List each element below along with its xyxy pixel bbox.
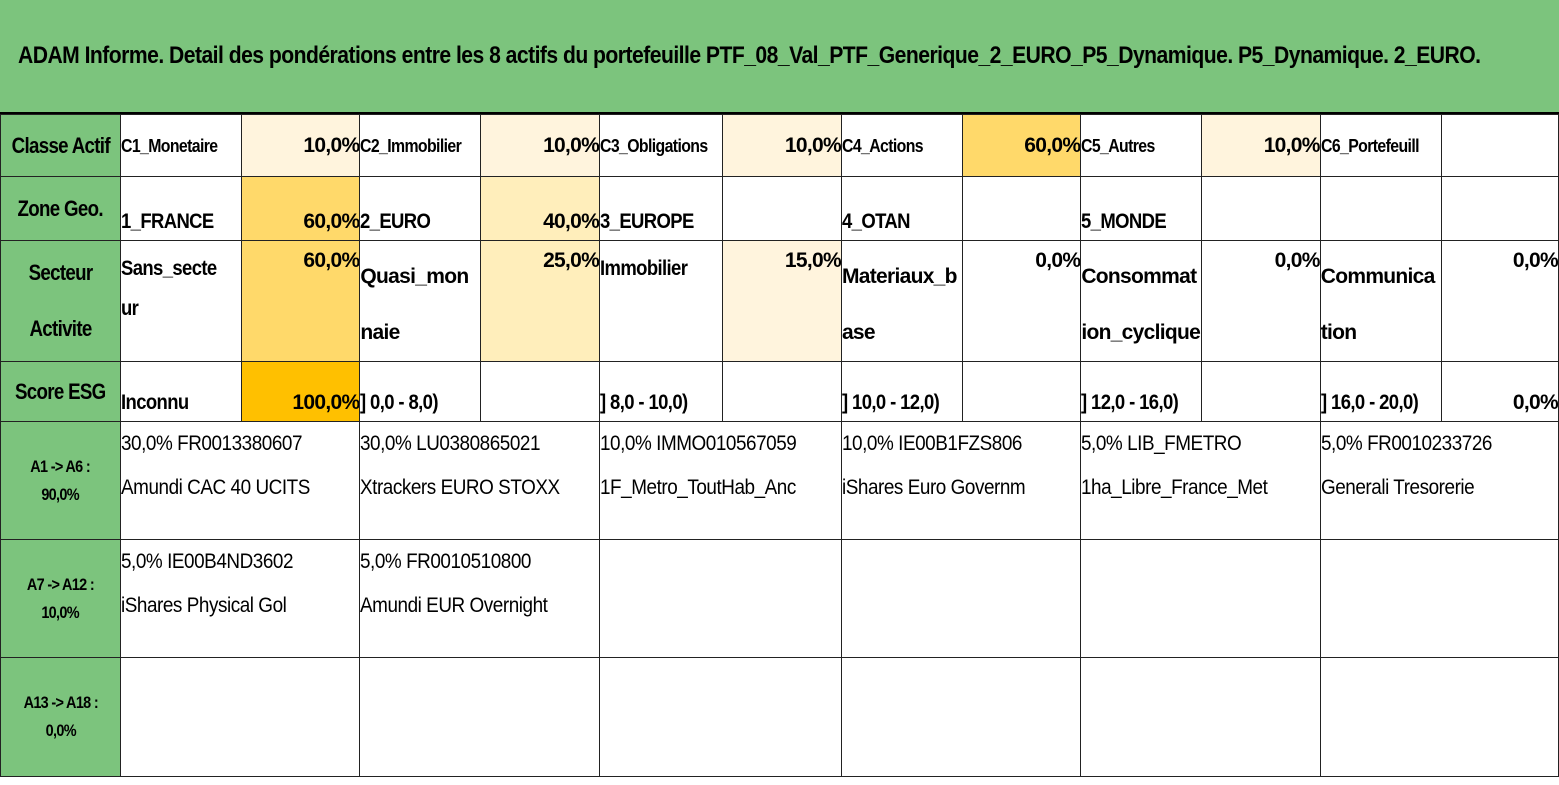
asset-cell [1080,657,1321,777]
asset-cell: 5,0% FR0010510800 Amundi EUR Overnight [359,539,601,658]
esg-name-cell: ] 12,0 - 16,0) [1080,361,1203,422]
asset-cell [1319,539,1559,658]
score-esg-row: Score ESG Inconnu 100,0% ] 0,0 - 8,0) ] … [0,361,1559,422]
secteur-pct-cell: 0,0% [1440,240,1559,362]
esg-pct-cell [1201,361,1321,422]
esg-name-cell: ] 16,0 - 20,0) [1319,361,1442,422]
classe-actif-label: Classe Actif [0,114,121,177]
zone-name-cell [1319,176,1442,241]
asset-row-a1-a6: A1 -> A6 : 90,0% 30,0% FR0013380607 Amun… [0,421,1559,540]
esg-pct-cell: 0,0% [1440,361,1559,422]
asset-row-a7-a12: A7 -> A12 : 10,0% 5,0% IE00B4ND3602 iSha… [0,539,1559,658]
asset-cell: 30,0% LU0380865021 Xtrackers EURO STOXX [359,421,601,540]
classe-name-cell: C4_Actions [840,114,963,177]
secteur-name-cell: Materiaux_base [840,240,963,362]
classe-name-cell: C5_Autres [1080,114,1203,177]
asset-cell: 10,0% IMMO010567059 1F_Metro_ToutHab_Anc [599,421,842,540]
secteur-name-cell: Immobilier [599,240,724,362]
asset-cell: 5,0% IE00B4ND3602 iShares Physical Gol [119,539,361,658]
zone-pct-cell: 60,0% [240,176,361,241]
classe-name-cell: C1_Monetaire [119,114,242,177]
zone-geo-label: Zone Geo. [0,176,121,241]
zone-pct-cell [1440,176,1559,241]
asset-row-a13-a18: A13 -> A18 : 0,0% [0,657,1559,777]
secteur-name-cell: Consommation_cyclique [1080,240,1203,362]
zone-name-cell: 5_MONDE [1080,176,1203,241]
esg-name-cell: Inconnu [119,361,242,422]
zone-name-cell: 2_EURO [359,176,482,241]
esg-pct-cell [961,361,1082,422]
secteur-pct-cell: 0,0% [961,240,1082,362]
esg-pct-cell: 100,0% [240,361,361,422]
asset-cell: 5,0% LIB_FMETRO 1ha_Libre_France_Met [1080,421,1321,540]
classe-actif-row: Classe Actif C1_Monetaire 10,0% C2_Immob… [0,114,1559,177]
asset-cell [599,539,842,658]
zone-pct-cell [1201,176,1321,241]
weights-table: Classe Actif C1_Monetaire 10,0% C2_Immob… [0,114,1559,777]
secteur-activite-label: Secteur Activite [0,240,121,362]
zone-pct-cell [722,176,842,241]
asset-cell: 30,0% FR0013380607 Amundi CAC 40 UCITS [119,421,361,540]
secteur-pct-cell: 25,0% [480,240,601,362]
esg-name-cell: ] 0,0 - 8,0) [359,361,482,422]
classe-pct-cell: 10,0% [240,114,361,177]
zone-name-cell: 4_OTAN [840,176,963,241]
esg-name-cell: ] 10,0 - 12,0) [840,361,963,422]
asset-cell [1319,657,1559,777]
zone-name-cell: 1_FRANCE [119,176,242,241]
asset-cell: 10,0% IE00B1FZS806 iShares Euro Governm [840,421,1082,540]
asset-cell [840,657,1082,777]
asset-cell [840,539,1082,658]
score-esg-label: Score ESG [0,361,121,422]
zone-geo-row: Zone Geo. 1_FRANCE 60,0% 2_EURO 40,0% 3_… [0,176,1559,241]
secteur-pct-cell: 15,0% [722,240,842,362]
zone-pct-cell [961,176,1082,241]
asset-cell [1080,539,1321,658]
secteur-name-cell: Sans_secteur [119,240,242,362]
asset-range-label: A7 -> A12 : 10,0% [0,539,121,658]
secteur-pct-cell: 0,0% [1201,240,1321,362]
secteur-pct-cell: 60,0% [240,240,361,362]
esg-pct-cell [722,361,842,422]
classe-name-cell: C6_Portefeuill [1319,114,1442,177]
zone-name-cell: 3_EUROPE [599,176,724,241]
classe-pct-cell: 10,0% [480,114,601,177]
asset-range-label: A13 -> A18 : 0,0% [0,657,121,777]
classe-name-cell: C3_Obligations [599,114,724,177]
asset-cell [359,657,601,777]
title-bar: ADAM Informe. Detail des pondérations en… [0,0,1559,114]
esg-name-cell: ] 8,0 - 10,0) [599,361,724,422]
asset-cell [599,657,842,777]
zone-pct-cell: 40,0% [480,176,601,241]
classe-pct-cell: 10,0% [722,114,842,177]
secteur-name-cell: Quasi_monnaie [359,240,482,362]
asset-range-label: A1 -> A6 : 90,0% [0,421,121,540]
esg-pct-cell [480,361,601,422]
asset-cell [119,657,361,777]
secteur-name-cell: Communication [1319,240,1442,362]
classe-pct-cell: 10,0% [1201,114,1321,177]
asset-cell: 5,0% FR0010233726 Generali Tresorerie [1319,421,1559,540]
secteur-activite-row: Secteur Activite Sans_secteur 60,0% Quas… [0,240,1559,362]
classe-pct-cell: 60,0% [961,114,1082,177]
classe-pct-cell [1440,114,1559,177]
classe-name-cell: C2_Immobilier [359,114,482,177]
report-title: ADAM Informe. Detail des pondérations en… [18,42,1481,69]
